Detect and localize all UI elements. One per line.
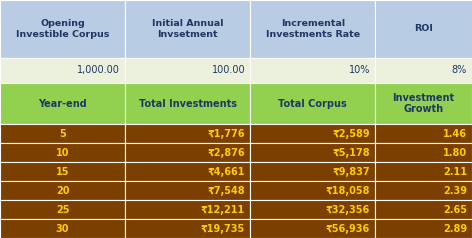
Text: ₹32,356: ₹32,356 xyxy=(326,205,370,215)
Text: Total Corpus: Total Corpus xyxy=(278,99,347,109)
Bar xyxy=(250,162,375,181)
Text: ₹12,211: ₹12,211 xyxy=(201,205,245,215)
Bar xyxy=(0,0,125,58)
Text: Total Investments: Total Investments xyxy=(139,99,236,109)
Bar xyxy=(250,144,375,162)
Text: ₹19,735: ₹19,735 xyxy=(201,223,245,233)
Text: 30: 30 xyxy=(56,223,69,233)
Bar xyxy=(375,200,472,219)
Bar xyxy=(250,219,375,238)
Text: ₹7,548: ₹7,548 xyxy=(208,186,245,196)
Bar xyxy=(125,124,250,144)
Bar xyxy=(375,219,472,238)
Text: 10: 10 xyxy=(56,148,69,158)
Bar xyxy=(0,58,125,83)
Bar xyxy=(0,219,125,238)
Text: ₹1,776: ₹1,776 xyxy=(208,129,245,139)
Bar xyxy=(375,0,472,58)
Text: 2.39: 2.39 xyxy=(443,186,467,196)
Bar xyxy=(375,124,472,144)
Text: 15: 15 xyxy=(56,167,69,177)
Bar xyxy=(250,181,375,200)
Text: ₹56,936: ₹56,936 xyxy=(326,223,370,233)
Text: ₹9,837: ₹9,837 xyxy=(333,167,370,177)
Text: Investment
Growth: Investment Growth xyxy=(393,93,455,114)
Bar xyxy=(375,83,472,124)
Text: ₹5,178: ₹5,178 xyxy=(333,148,370,158)
Text: ₹2,876: ₹2,876 xyxy=(208,148,245,158)
Text: ROI: ROI xyxy=(414,24,433,33)
Bar xyxy=(375,181,472,200)
Bar xyxy=(125,219,250,238)
Bar xyxy=(0,200,125,219)
Text: 2.65: 2.65 xyxy=(443,205,467,215)
Bar xyxy=(250,124,375,144)
Text: 1,000.00: 1,000.00 xyxy=(77,65,120,75)
Bar xyxy=(0,144,125,162)
Text: 5: 5 xyxy=(59,129,66,139)
Bar xyxy=(125,0,250,58)
Bar xyxy=(375,144,472,162)
Bar xyxy=(375,58,472,83)
Bar xyxy=(250,83,375,124)
Text: 1.80: 1.80 xyxy=(443,148,467,158)
Text: 20: 20 xyxy=(56,186,69,196)
Text: ₹4,661: ₹4,661 xyxy=(208,167,245,177)
Text: 1.46: 1.46 xyxy=(443,129,467,139)
Bar xyxy=(250,58,375,83)
Bar xyxy=(0,83,125,124)
Text: 100.00: 100.00 xyxy=(211,65,245,75)
Bar xyxy=(0,162,125,181)
Text: 10%: 10% xyxy=(349,65,370,75)
Bar xyxy=(125,144,250,162)
Bar xyxy=(125,181,250,200)
Text: 8%: 8% xyxy=(452,65,467,75)
Bar xyxy=(375,162,472,181)
Text: Incremental
Investments Rate: Incremental Investments Rate xyxy=(266,19,360,39)
Text: ₹2,589: ₹2,589 xyxy=(333,129,370,139)
Text: Opening
Investible Corpus: Opening Investible Corpus xyxy=(16,19,109,39)
Text: ₹18,058: ₹18,058 xyxy=(326,186,370,196)
Bar xyxy=(250,0,375,58)
Text: Year-end: Year-end xyxy=(38,99,87,109)
Bar xyxy=(0,124,125,144)
Text: 2.11: 2.11 xyxy=(443,167,467,177)
Bar xyxy=(125,162,250,181)
Bar xyxy=(250,200,375,219)
Bar xyxy=(125,200,250,219)
Bar xyxy=(0,181,125,200)
Text: Initial Annual
Invsetment: Initial Annual Invsetment xyxy=(152,19,223,39)
Bar xyxy=(125,58,250,83)
Text: 25: 25 xyxy=(56,205,69,215)
Text: 2.89: 2.89 xyxy=(443,223,467,233)
Bar xyxy=(125,83,250,124)
